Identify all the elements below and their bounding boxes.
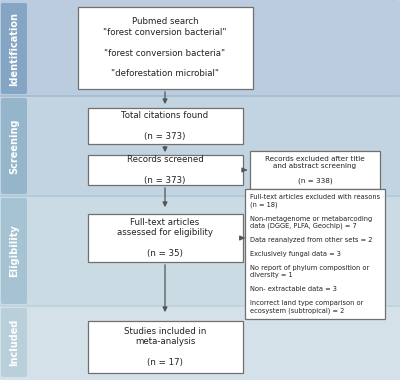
FancyBboxPatch shape: [0, 195, 400, 307]
FancyBboxPatch shape: [250, 151, 380, 189]
FancyBboxPatch shape: [88, 321, 242, 373]
Text: Pubmed search
"forest conversion bacterial"

"forest conversion bacteria"

"defo: Pubmed search "forest conversion bacteri…: [103, 17, 227, 79]
Text: Included: Included: [9, 319, 19, 366]
Text: Studies included in
meta-analysis

(n = 17): Studies included in meta-analysis (n = 1…: [124, 327, 206, 367]
FancyBboxPatch shape: [0, 95, 400, 197]
Text: Full-text articles excluded with reasons
(n = 18)

Non-metagenome or metabarcodi: Full-text articles excluded with reasons…: [250, 194, 380, 314]
FancyBboxPatch shape: [88, 214, 242, 262]
FancyBboxPatch shape: [88, 155, 242, 185]
FancyBboxPatch shape: [1, 98, 27, 194]
Text: Eligibility: Eligibility: [9, 225, 19, 277]
FancyBboxPatch shape: [1, 3, 27, 94]
FancyBboxPatch shape: [88, 108, 242, 144]
Text: Screening: Screening: [9, 118, 19, 174]
FancyBboxPatch shape: [1, 308, 27, 377]
Text: Records screened

(n = 373): Records screened (n = 373): [127, 155, 203, 185]
FancyBboxPatch shape: [245, 189, 385, 319]
Text: Identification: Identification: [9, 11, 19, 86]
Text: Full-text articles
assessed for eligibility

(n = 35): Full-text articles assessed for eligibil…: [117, 218, 213, 258]
FancyBboxPatch shape: [0, 0, 400, 97]
FancyBboxPatch shape: [78, 7, 252, 89]
Text: Records excluded after title
and abstract screening

(n = 338): Records excluded after title and abstrac…: [265, 156, 365, 184]
Text: Total citations found

(n = 373): Total citations found (n = 373): [122, 111, 208, 141]
FancyBboxPatch shape: [1, 198, 27, 304]
FancyBboxPatch shape: [0, 305, 400, 380]
